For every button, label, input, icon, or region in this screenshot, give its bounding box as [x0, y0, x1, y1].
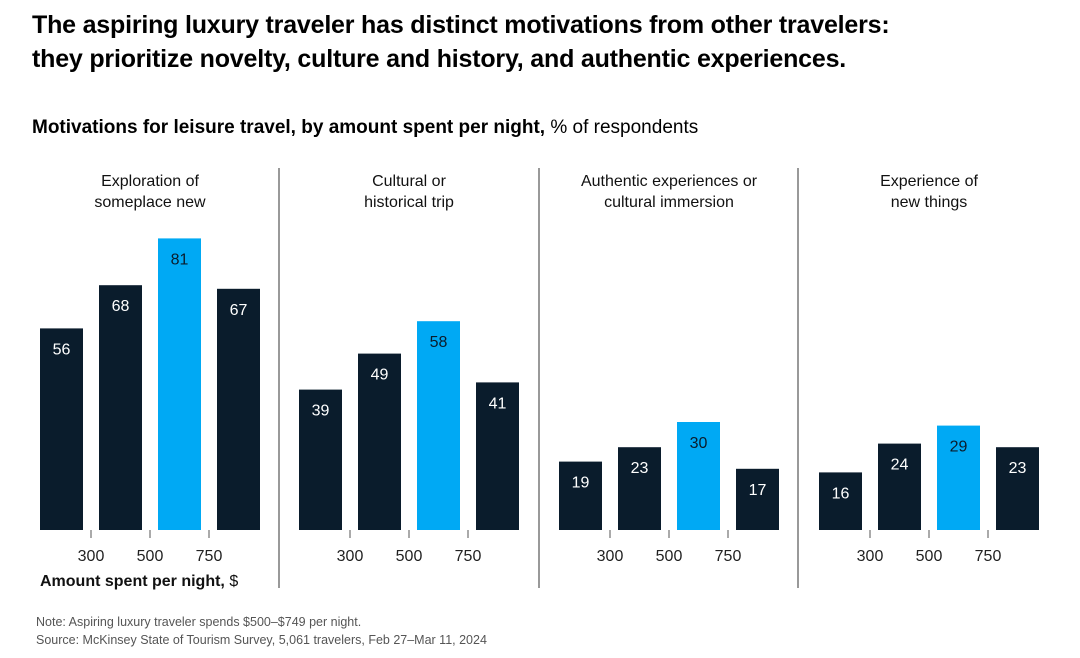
panel-3-title-line-1: Authentic experiences or [581, 173, 758, 190]
panel-3-bar-4 [736, 468, 779, 530]
chart-title-line-2: they prioritize novelty, culture and his… [32, 45, 847, 73]
x-axis-label: Amount spent per night, $ [40, 573, 238, 590]
panel-3-bar-2-label: 23 [631, 460, 649, 477]
panel-3-title-line-2: cultural immersion [604, 194, 734, 211]
panel-4-bar-4 [996, 447, 1039, 530]
bar-charts: Exploration of someplace new 56 68 81 67 300 50… [40, 168, 1039, 590]
panel-3-bar-2 [618, 447, 661, 530]
panel-2-bar-1 [299, 389, 342, 530]
panel-1-tick-label-3: 750 [196, 548, 223, 565]
panel-3-bar-4-label: 17 [749, 482, 767, 499]
panel-4-title-line-1: Experience of [880, 173, 978, 190]
x-axis-label-bold: Amount spent per night, [40, 573, 225, 590]
panel-2-bar-4 [476, 382, 519, 530]
panel-1-bar-1-label: 56 [53, 341, 71, 358]
panel-4-tick-label-1: 300 [857, 548, 884, 565]
panel-4-bar-2 [878, 443, 921, 530]
panel-2-tick-label-3: 750 [455, 548, 482, 565]
panel-3-tick-label-2: 500 [656, 548, 683, 565]
panel-2-tick-label-1: 300 [337, 548, 364, 565]
panel-2-bar-3 [417, 321, 460, 530]
panel-1-bar-4-label: 67 [230, 302, 248, 319]
panel-4-tick-label-2: 500 [916, 548, 943, 565]
panel-3-bar-3-label: 30 [690, 435, 708, 452]
panel-3-tick-label-3: 750 [715, 548, 742, 565]
panel-2-bar-1-label: 39 [312, 403, 330, 420]
subtitle-bold: Motivations for leisure travel, by amoun… [32, 117, 546, 138]
panel-2-bar-4-label: 41 [489, 395, 507, 412]
panel-1-bar-3-label: 81 [171, 251, 189, 268]
panel-4-bar-3 [937, 425, 980, 530]
panel-1-bar-2-label: 68 [112, 298, 130, 315]
footnote-note: Note: Aspiring luxury traveler spends $5… [36, 615, 362, 629]
panel-3-bar-1 [559, 461, 602, 530]
panel-2-title-line-2: historical trip [364, 194, 454, 211]
panel-3-tick-label-1: 300 [597, 548, 624, 565]
footnote-source: Source: McKinsey State of Tourism Survey… [36, 633, 487, 647]
panel-1-bar-1 [40, 328, 83, 530]
panel-4-bar-1-label: 16 [832, 485, 850, 502]
x-axis-label-unit: $ [225, 573, 238, 590]
chart-title: The aspiring luxury traveler has distinc… [32, 8, 1062, 76]
panel-4-bar-3-label: 29 [950, 439, 968, 456]
panel-4-title-line-2: new things [891, 194, 968, 211]
panel-2-bar-2-label: 49 [371, 367, 389, 384]
panel-1-tick-label-1: 300 [78, 548, 105, 565]
panel-2-tick-label-2: 500 [396, 548, 423, 565]
panel-1-bar-3 [158, 238, 201, 530]
chart-title-line-1: The aspiring luxury traveler has distinc… [32, 11, 890, 39]
panel-4-bar-2-label: 24 [891, 457, 909, 474]
panel-4-tick-label-3: 750 [975, 548, 1002, 565]
subtitle-normal: % of respondents [545, 117, 699, 138]
panel-2-title-line-1: Cultural or [372, 173, 446, 190]
panel-1-title-line-1: Exploration of [101, 173, 199, 190]
panel-3-bar-3 [677, 422, 720, 530]
panel-1-tick-label-2: 500 [137, 548, 164, 565]
panel-2-bar-3-label: 58 [430, 334, 448, 351]
panel-1-bar-4 [217, 288, 260, 530]
panel-4-bar-1 [819, 472, 862, 530]
panel-1-title-line-2: someplace new [94, 194, 206, 211]
panel-3-bar-1-label: 19 [572, 475, 590, 492]
panel-4-bar-4-label: 23 [1009, 460, 1027, 477]
chart-subtitle: Motivations for leisure travel, by amoun… [32, 116, 698, 140]
panel-1-bar-2 [99, 285, 142, 530]
panel-2-bar-2 [358, 353, 401, 530]
